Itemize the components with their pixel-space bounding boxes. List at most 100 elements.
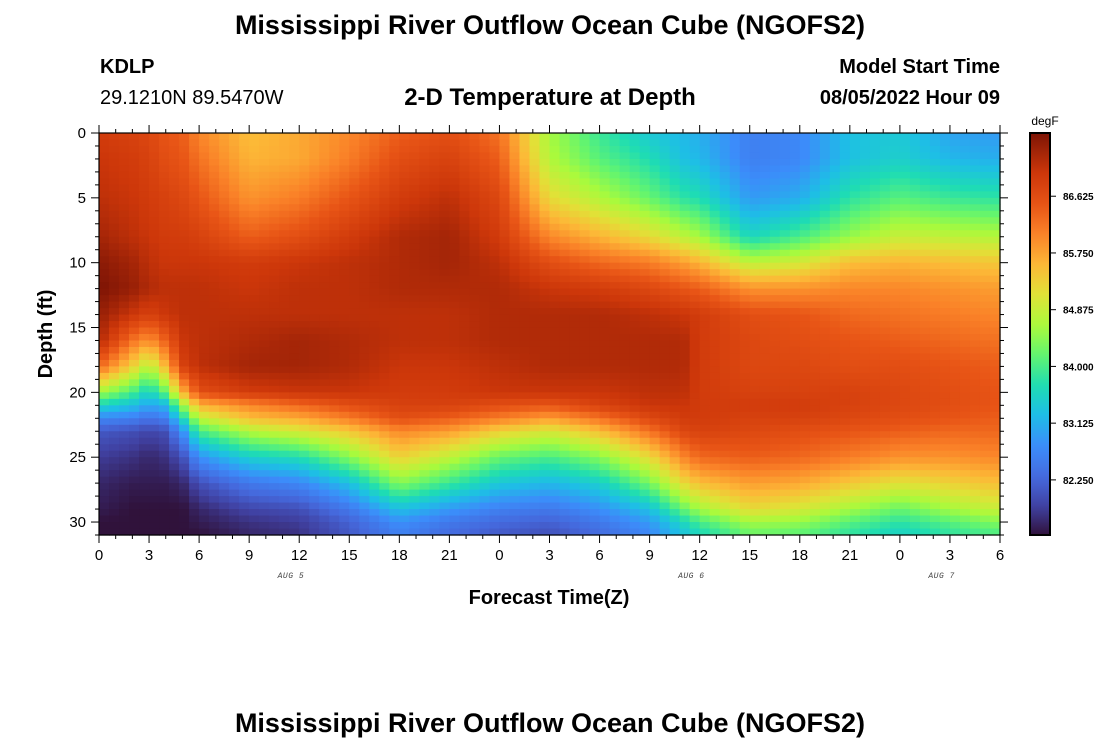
heatmap-cell [199,321,210,329]
heatmap-cell [439,152,450,160]
heatmap-cell [609,470,621,478]
heatmap-cell [719,288,731,296]
heatmap-cell [439,210,450,218]
heatmap-cell [559,340,571,348]
heatmap-cell [729,262,741,270]
heatmap-cell [249,158,260,167]
heatmap-cell [449,282,460,290]
heatmap-cell [849,145,861,154]
heatmap-cell [169,145,180,154]
heatmap-cell [579,515,591,523]
heatmap-cell [309,340,320,348]
heatmap-cell [659,249,671,257]
heatmap-cell [329,353,340,361]
heatmap-cell [809,522,821,530]
heatmap-cell [409,210,420,218]
heatmap-cell [419,184,430,192]
heatmap-cell [109,282,120,290]
heatmap-cell [219,262,230,270]
heatmap-cell [129,418,140,426]
heatmap-cell [219,249,230,257]
heatmap-cell [109,489,120,497]
heatmap-cell [599,288,611,296]
heatmap-cell [229,366,240,374]
heatmap-cell [609,133,621,141]
heatmap-cell [99,398,110,406]
heatmap-cell [149,217,160,225]
heatmap-cell [559,158,571,167]
heatmap-cell [349,398,360,406]
heatmap-cell [279,470,290,478]
heatmap-cell [139,171,150,179]
heatmap-cell [779,522,791,530]
heatmap-cell [399,379,410,387]
heatmap-cell [479,528,491,536]
heatmap-cell [359,418,370,426]
heatmap-cell [399,288,410,296]
heatmap-cell [579,133,591,141]
heatmap-cell [499,178,511,186]
heatmap-cell [809,295,821,303]
heatmap-cell [729,133,741,141]
heatmap-cell [869,334,881,342]
heatmap-cell [549,288,561,296]
heatmap-cell [879,398,891,406]
heatmap-cell [119,398,130,406]
heatmap-cell [299,457,310,465]
heatmap-cell [709,269,721,277]
heatmap-cell [399,262,410,270]
heatmap-cell [849,204,861,212]
heatmap-cell [749,431,761,439]
heatmap-cell [709,327,721,335]
heatmap-cell [179,152,190,160]
heatmap-cell [189,256,200,264]
heatmap-cell [189,346,200,355]
heatmap-cell [409,424,420,432]
heatmap-cell [449,353,460,361]
heatmap-cell [679,133,691,141]
heatmap-cell [369,353,380,361]
heatmap-cell [509,353,521,361]
heatmap-cell [439,424,450,432]
heatmap-cell [869,340,881,348]
heatmap-cell [419,372,430,380]
heatmap-cell [729,295,741,303]
heatmap-cell [339,327,350,335]
heatmap-cell [899,314,911,322]
heatmap-cell [379,424,390,432]
heatmap-cell [739,359,751,368]
heatmap-cell [109,398,120,406]
heatmap-cell [369,379,380,387]
heatmap-cell [219,463,230,471]
heatmap-cell [209,197,220,205]
heatmap-cell [749,269,761,277]
heatmap-cell [379,314,390,322]
heatmap-cell [439,405,450,413]
heatmap-cell [859,223,871,231]
heatmap-cell [889,327,901,335]
heatmap-cell [839,522,851,530]
heatmap-cell [799,321,811,329]
heatmap-cell [99,178,110,186]
heatmap-cell [119,502,130,510]
heatmap-cell [529,437,541,445]
heatmap-cell [709,308,721,316]
heatmap-cell [469,204,481,212]
heatmap-cell [229,236,240,244]
heatmap-cell [99,282,110,290]
heatmap-cell [309,165,320,173]
heatmap-cell [129,450,140,458]
heatmap-cell [379,509,390,517]
heatmap-cell [439,327,450,335]
heatmap-cell [169,230,180,238]
heatmap-cell [199,262,210,270]
heatmap-cell [589,282,601,290]
heatmap-cell [449,139,460,147]
heatmap-cell [629,405,641,413]
heatmap-cell [469,515,481,523]
heatmap-cell [649,496,661,504]
heatmap-cell [409,223,420,231]
heatmap-cell [349,502,360,510]
heatmap-cell [459,476,471,484]
heatmap-cell [789,308,801,316]
